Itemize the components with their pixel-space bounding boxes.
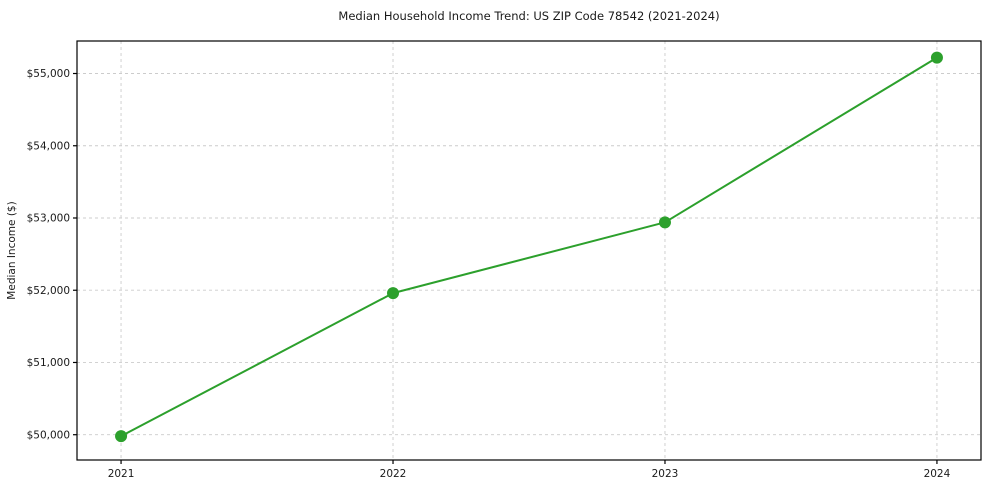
- data-point: [658, 216, 671, 229]
- y-tick-label: $53,000: [27, 213, 70, 225]
- plot-area-border: [76, 40, 982, 461]
- income-trend-line: [120, 56, 938, 438]
- x-tick-label: 2022: [380, 468, 407, 480]
- y-tick-label: $51,000: [27, 357, 70, 369]
- x-tick-label: 2021: [108, 468, 135, 480]
- data-point: [387, 287, 400, 300]
- chart-title: Median Household Income Trend: US ZIP Co…: [338, 9, 719, 23]
- x-tick-label: 2023: [652, 468, 679, 480]
- data-point: [930, 51, 943, 64]
- y-tick-label: $55,000: [27, 68, 70, 80]
- y-tick-label: $54,000: [27, 140, 70, 152]
- y-tick-label: $50,000: [27, 429, 70, 441]
- data-point: [115, 430, 128, 443]
- y-tick-label: $52,000: [27, 285, 70, 297]
- y-axis-label: Median Income ($): [6, 201, 18, 299]
- x-tick-label: 2024: [924, 468, 951, 480]
